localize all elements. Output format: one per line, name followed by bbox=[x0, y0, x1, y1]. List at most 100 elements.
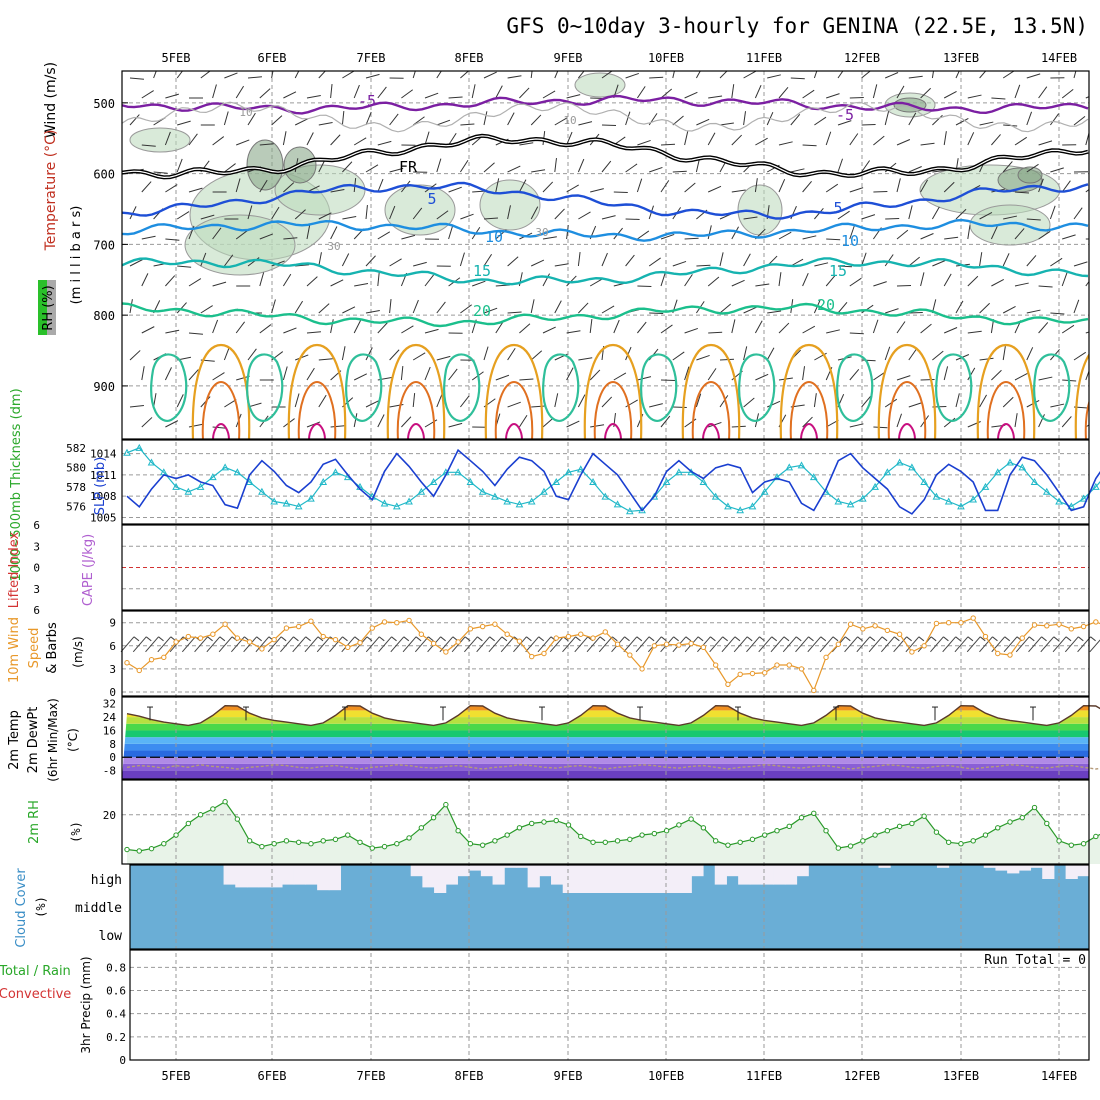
cloud-gap bbox=[784, 865, 798, 885]
wind-barb bbox=[770, 636, 785, 653]
isotherm-20 bbox=[122, 302, 1089, 328]
wind-barb bbox=[849, 332, 864, 335]
cloud-gap bbox=[282, 865, 295, 885]
wind-barb bbox=[778, 322, 790, 334]
wind-barb bbox=[354, 636, 361, 642]
wind-speed-point bbox=[676, 642, 682, 648]
date-label-top: 6FEB bbox=[258, 51, 287, 65]
cloud-gap bbox=[726, 865, 739, 877]
thickness-point bbox=[920, 477, 928, 485]
y-tick-label: 900 bbox=[93, 380, 115, 394]
rh2m-axis-label: 2m RH bbox=[27, 800, 42, 844]
thickness-point bbox=[209, 473, 217, 481]
wind-barb bbox=[460, 213, 474, 220]
wind-barb bbox=[165, 420, 179, 428]
wind-barb bbox=[696, 264, 711, 267]
cloud-gap bbox=[714, 865, 727, 885]
wind-barb bbox=[377, 414, 385, 428]
isotherm-25 bbox=[246, 353, 284, 423]
wind-barb bbox=[353, 84, 360, 99]
wind-barb bbox=[378, 636, 385, 642]
rh2m-point bbox=[602, 839, 608, 845]
wind-speed-point bbox=[651, 643, 658, 649]
wind-barb bbox=[531, 405, 546, 408]
temp-tick-label: 8 bbox=[109, 738, 116, 751]
wind-barb bbox=[1085, 280, 1089, 287]
wind-barb bbox=[1050, 257, 1063, 267]
wind-barb bbox=[684, 182, 696, 193]
wind-barb bbox=[766, 400, 781, 408]
wind-barb bbox=[353, 373, 367, 381]
isotherm-40 bbox=[505, 422, 523, 439]
wind-barb bbox=[625, 399, 638, 408]
isotherm-40 bbox=[997, 422, 1015, 439]
rh2m-point bbox=[737, 839, 743, 845]
rh2m-point bbox=[259, 843, 265, 850]
wind-barb bbox=[165, 93, 179, 99]
isotherm-35 bbox=[789, 380, 829, 439]
frame-layer bbox=[121, 70, 1090, 1061]
isotherm-35 bbox=[986, 380, 1026, 439]
lifted-tick-label: 3 bbox=[33, 583, 40, 596]
wind-barb bbox=[766, 347, 775, 361]
wind-barb bbox=[684, 327, 698, 334]
wind-barb bbox=[920, 233, 934, 240]
rh-shading bbox=[969, 204, 1051, 246]
rh2m-point bbox=[136, 848, 142, 854]
wind-barb bbox=[365, 205, 368, 220]
isotherm-40 bbox=[898, 422, 916, 439]
lifted-axis-label: Lifted Index bbox=[7, 531, 22, 608]
wind-barb bbox=[530, 114, 542, 126]
wind-barb bbox=[282, 131, 287, 146]
wind-barb bbox=[389, 205, 396, 220]
wind-barb bbox=[1038, 230, 1051, 240]
wind-barb bbox=[908, 402, 923, 408]
wind-barb bbox=[601, 252, 608, 267]
wind-barb bbox=[318, 212, 332, 220]
wind-barb bbox=[754, 84, 762, 99]
wind-barb bbox=[507, 256, 519, 267]
wind-barb bbox=[755, 137, 768, 146]
wind-barb bbox=[566, 275, 577, 287]
wind-speed-point bbox=[161, 654, 167, 661]
thickness-point bbox=[589, 477, 597, 485]
wind-barb bbox=[440, 636, 446, 642]
wind-barb bbox=[825, 183, 839, 193]
y-tick-label: 800 bbox=[93, 309, 115, 323]
thickness-point bbox=[650, 492, 659, 500]
wind-barb bbox=[483, 253, 493, 267]
wind-speed-point bbox=[835, 641, 842, 647]
contour-label: FR bbox=[399, 158, 418, 176]
wind-barb bbox=[129, 114, 140, 126]
wind-barb bbox=[991, 278, 1004, 287]
wind-barb bbox=[707, 132, 716, 146]
wind-barb bbox=[577, 252, 581, 267]
wind-barb bbox=[967, 275, 979, 287]
wind-barb bbox=[837, 71, 844, 79]
wind-barb bbox=[1015, 636, 1030, 653]
cloud-gap bbox=[246, 865, 260, 888]
wind-barb bbox=[306, 225, 311, 240]
wind-barb bbox=[778, 272, 782, 287]
wind-barb bbox=[578, 302, 589, 314]
cloud-gap bbox=[504, 865, 517, 868]
wind-barb bbox=[537, 636, 552, 653]
isotherm-25 bbox=[738, 353, 776, 423]
wind-barb bbox=[869, 636, 876, 642]
wind-barb bbox=[943, 181, 955, 193]
rh2m-point bbox=[614, 838, 621, 844]
wind-barb bbox=[979, 71, 987, 79]
wind-barb bbox=[636, 178, 643, 193]
wind-barb bbox=[448, 132, 457, 146]
wind-barb bbox=[1061, 272, 1068, 287]
wind-barb bbox=[566, 225, 569, 240]
wind-barb bbox=[476, 636, 491, 653]
wind-barb bbox=[1053, 636, 1060, 642]
temp2m-axis-label: 2m Temp bbox=[7, 710, 22, 770]
wind-barb bbox=[342, 216, 357, 220]
wind-barb bbox=[743, 253, 751, 267]
thickness-point bbox=[466, 477, 475, 485]
wind-barb bbox=[906, 636, 912, 642]
wind-barb bbox=[905, 636, 920, 653]
wind-barb bbox=[955, 208, 967, 220]
